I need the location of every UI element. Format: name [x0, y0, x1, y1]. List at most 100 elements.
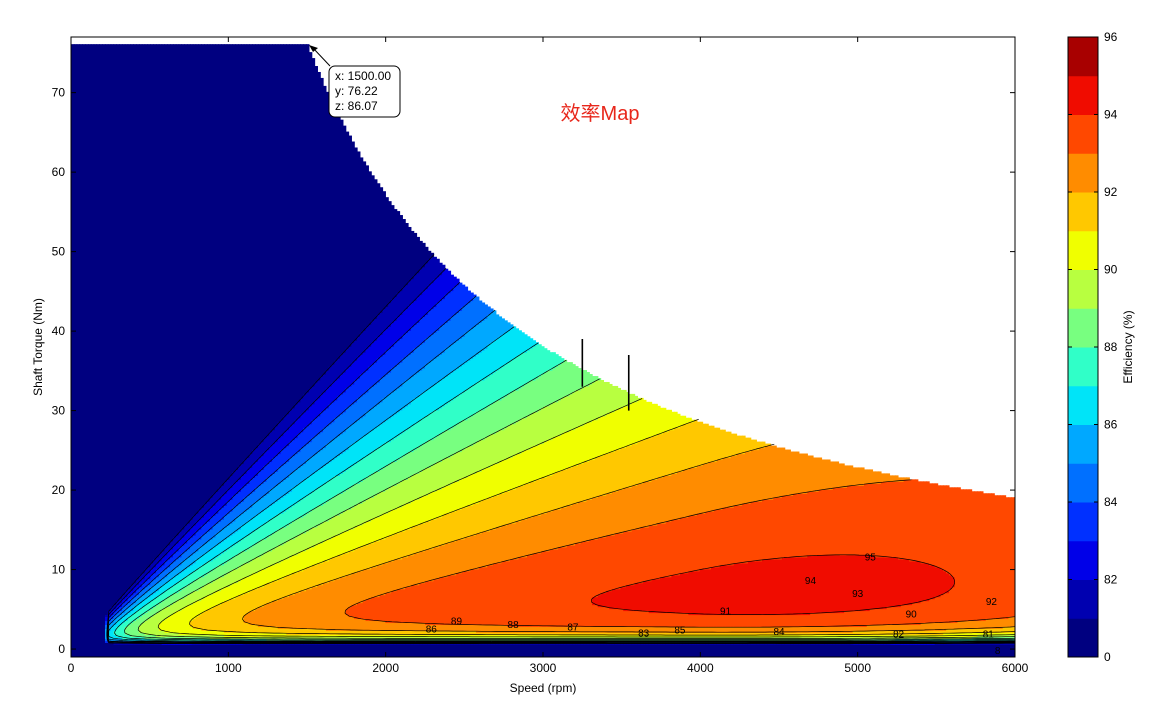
contour-cell — [634, 529, 638, 584]
contour-cell — [243, 485, 248, 498]
contour-cell — [594, 604, 599, 627]
contour-cell — [461, 630, 466, 635]
contour-cell — [218, 521, 222, 532]
contour-cell — [119, 624, 123, 637]
contour-cell — [323, 521, 327, 542]
contour-cell — [289, 523, 293, 540]
contour-cell — [764, 634, 769, 637]
contour-cell — [515, 356, 520, 391]
contour-cell — [572, 503, 576, 546]
contour-cell — [974, 632, 978, 637]
contour-cell — [654, 636, 658, 639]
contour-cell — [453, 425, 457, 455]
contour-cell — [691, 614, 695, 627]
contour-cell — [492, 401, 497, 435]
contour-cell — [405, 356, 409, 381]
contour-cell — [461, 570, 466, 626]
contour-cell — [328, 644, 333, 657]
contour-cell — [116, 604, 120, 610]
contour-cell — [546, 370, 551, 407]
contour-cell — [317, 562, 321, 586]
contour-cell — [260, 44, 265, 443]
contour-cell — [289, 44, 293, 411]
contour-cell — [1005, 644, 1009, 657]
contour-cell — [745, 632, 749, 635]
contour-cell — [770, 499, 774, 560]
contour-cell — [362, 634, 367, 637]
contour-cell — [303, 497, 307, 516]
contour-cell — [699, 421, 704, 467]
contour-cell — [291, 407, 296, 425]
contour-cell — [274, 600, 279, 627]
contour-cell — [223, 574, 228, 588]
contour-cell — [863, 630, 868, 635]
contour-cell — [246, 509, 251, 522]
contour-cell — [872, 630, 876, 635]
contour-cell — [317, 628, 321, 635]
contour-cell — [391, 485, 395, 510]
contour-cell — [844, 632, 848, 635]
contour-cell — [320, 467, 324, 486]
contour-cell — [730, 507, 735, 566]
contour-cell — [252, 610, 256, 626]
contour-cell — [518, 632, 522, 635]
contour-cell — [495, 314, 500, 339]
contour-cell — [555, 471, 559, 510]
contour-cell — [413, 552, 418, 586]
contour-cell — [535, 634, 539, 637]
contour-cell — [351, 342, 355, 363]
contour-cell — [889, 606, 893, 626]
contour-cell — [611, 634, 616, 637]
contour-cell — [473, 534, 477, 570]
contour-cell — [272, 548, 276, 566]
contour-cell — [223, 562, 228, 576]
contour-cell — [787, 636, 791, 639]
contour-cell — [552, 473, 556, 510]
contour-cell — [379, 469, 384, 492]
contour-cell — [498, 636, 503, 639]
contour-cell — [280, 638, 284, 641]
contour-cell — [388, 636, 392, 639]
contour-cell — [651, 479, 655, 526]
contour-cell — [566, 632, 571, 635]
contour-cell — [283, 632, 287, 637]
contour-cell — [866, 610, 871, 626]
contour-cell — [141, 636, 146, 639]
contour-cell — [467, 387, 471, 419]
contour-cell — [144, 44, 149, 570]
contour-cell — [696, 614, 701, 627]
contour-cell — [314, 507, 318, 528]
contour-cell — [779, 447, 783, 498]
contour-cell — [410, 501, 415, 528]
contour-cell — [603, 381, 607, 417]
contour-cell — [439, 630, 443, 635]
contour-cell — [357, 461, 361, 484]
contour-cell — [371, 630, 375, 635]
contour-cell — [617, 533, 622, 590]
contour-cell — [277, 544, 282, 564]
contour-cell — [473, 296, 477, 327]
contour-cell — [569, 632, 573, 635]
contour-cell — [674, 574, 678, 614]
contour-cell — [886, 556, 891, 608]
contour-cell — [393, 622, 398, 631]
contour-cell — [136, 44, 140, 580]
contour-cell — [351, 550, 355, 574]
contour-cell — [756, 441, 760, 451]
contour-cell — [736, 636, 740, 639]
contour-cell — [294, 419, 299, 439]
contour-cell — [580, 501, 585, 542]
contour-cell — [303, 550, 307, 570]
contour-cell — [645, 437, 650, 482]
contour-cell — [481, 499, 486, 532]
contour-cell — [374, 318, 378, 341]
contour-cell — [711, 425, 715, 463]
contour-cell — [263, 44, 268, 439]
contour-cell — [351, 423, 355, 445]
contour-cell — [464, 636, 469, 639]
contour-cell — [835, 461, 840, 488]
contour-cell — [566, 644, 571, 657]
contour-cell — [889, 630, 893, 635]
contour-cell — [702, 644, 706, 657]
